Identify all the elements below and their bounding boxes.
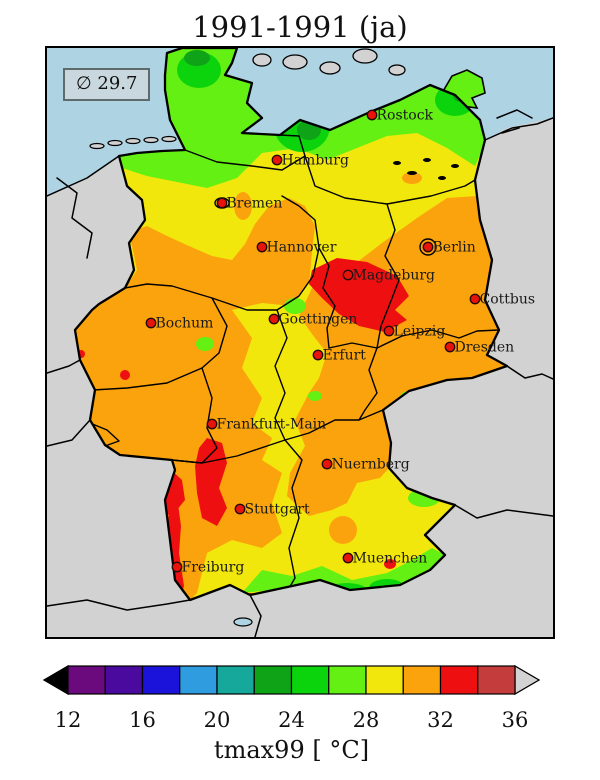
city-label-hannover: Hannover: [267, 240, 337, 256]
colorbar-segment-32-34: [439, 665, 479, 695]
city-marker-magdeburg: [342, 269, 354, 281]
germany-border: [73, 48, 509, 602]
city-marker-berlin: [422, 241, 434, 253]
lakes: [393, 158, 459, 180]
city-marker-bochum: [145, 317, 157, 329]
city-marker-rostock: [366, 109, 378, 121]
colorbar-label: tmax99 [ °C]: [214, 736, 369, 764]
lake-constance: [233, 617, 253, 627]
city-marker-dresden: [444, 341, 456, 353]
city-marker-nuernberg: [321, 458, 333, 470]
colorbar-segment-20-22: [216, 665, 255, 695]
country-borders: [47, 109, 553, 637]
colorbar-tick-32: 32: [427, 708, 454, 732]
map-frame: Rostock Hamburg Bremen Hannover Berlin Magdeb…: [45, 46, 555, 639]
city-label-cottbus: Cottbus: [480, 292, 536, 308]
field-red-magdeburg: [309, 258, 409, 332]
city-label-erfurt: Erfurt: [323, 348, 367, 364]
city-marker-frankfurt-main: [206, 418, 218, 430]
city-marker-bremen: [216, 197, 228, 209]
colorbar-tick-labels: 12 16 20 24 28 32 36: [55, 708, 529, 732]
city-label-berlin: Berlin: [433, 240, 476, 256]
city-label-hamburg: Hamburg: [282, 153, 350, 169]
field-orange-west: [75, 198, 315, 600]
colorbar-under-arrow: [42, 664, 69, 696]
city-label-magdeburg: Magdeburg: [353, 268, 436, 284]
city-label-dresden: Dresden: [455, 340, 515, 356]
city-marker-goettingen: [268, 313, 280, 325]
city-label-leipzig: Leipzig: [394, 324, 446, 340]
colorbar: 12 16 20 24 28 32 36 tmax99 [ °C]: [42, 664, 541, 764]
city-label-bremen: Bremen: [227, 196, 283, 212]
colorbar-segment-16-18: [141, 665, 181, 695]
colorbar-over-arrow: [514, 664, 541, 696]
field-mean-value: ∅ 29.7: [76, 73, 138, 94]
city-label-goettingen: Goettingen: [279, 312, 358, 328]
colorbar-tick-12: 12: [55, 708, 82, 732]
colorbar-segment-14-16: [104, 665, 144, 695]
city-marker-freiburg: [171, 561, 183, 573]
city-label-muenchen: Muenchen: [353, 551, 428, 567]
city-label-stuttgart: Stuttgart: [245, 502, 310, 518]
city-marker-hamburg: [271, 154, 283, 166]
colorbar-segment-34-36: [477, 665, 516, 695]
city-label-frankfurt-main: Frankfurt-Main: [217, 417, 327, 433]
city-label-freiburg: Freiburg: [182, 560, 245, 576]
city-marker-leipzig: [383, 325, 395, 337]
figure-title: 1991-1991 (ja): [192, 10, 408, 44]
field-mean-badge: ∅ 29.7: [63, 68, 151, 102]
city-markers: Rostock Hamburg Bremen Hannover Berlin Magdeb…: [145, 108, 536, 576]
colorbar-tick-24: 24: [278, 708, 305, 732]
colorbar-segment-24-26: [290, 665, 330, 695]
colorbar-tick-20: 20: [204, 708, 231, 732]
colorbar-segments: [67, 665, 516, 695]
city-marker-stuttgart: [234, 503, 246, 515]
colorbar-tick-36: 36: [502, 708, 529, 732]
city-label-nuernberg: Nuernberg: [332, 457, 410, 473]
city-marker-muenchen: [342, 552, 354, 564]
colorbar-segment-12-14: [67, 665, 106, 695]
city-marker-cottbus: [469, 293, 481, 305]
colorbar-segment-22-24: [253, 665, 293, 695]
germany-temperature-map: Rostock Hamburg Bremen Hannover Berlin Magdeb…: [47, 48, 553, 637]
city-marker-hannover: [256, 241, 268, 253]
colorbar-segment-30-32: [402, 665, 442, 695]
city-marker-erfurt: [312, 349, 324, 361]
berlin-state-outline: [419, 238, 437, 256]
city-label-bochum: Bochum: [156, 316, 214, 332]
colorbar-tick-28: 28: [353, 708, 380, 732]
colorbar-tick-16: 16: [129, 708, 156, 732]
colorbar-segment-26-28: [328, 665, 367, 695]
city-label-rostock: Rostock: [377, 108, 434, 124]
colorbar-segment-28-30: [365, 665, 404, 695]
colorbar-segment-18-20: [179, 665, 218, 695]
